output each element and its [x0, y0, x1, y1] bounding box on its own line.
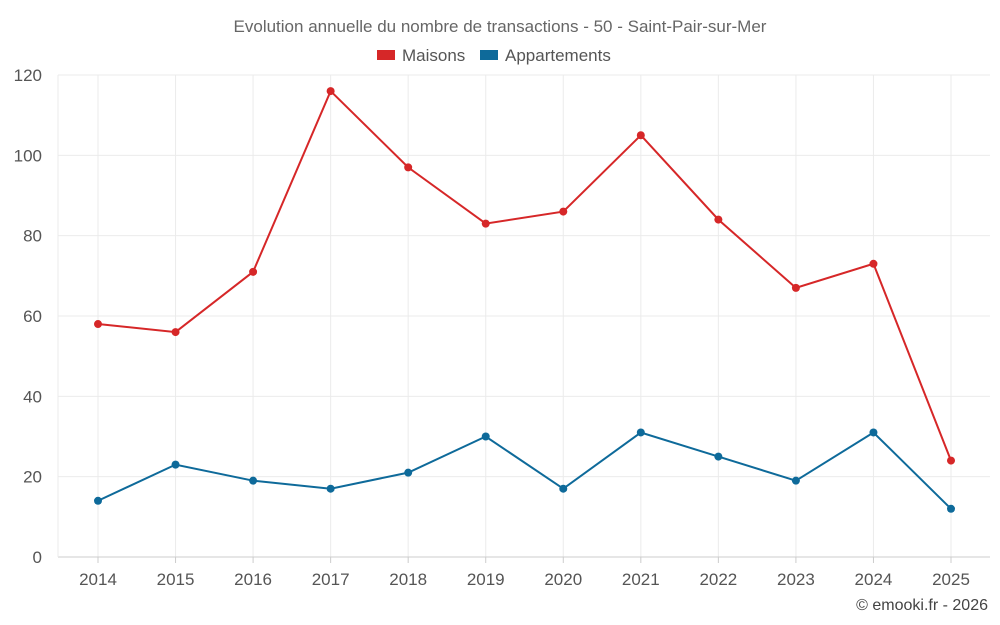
data-point-appartements-2015[interactable] [171, 460, 180, 469]
series-line-appartements [97, 431, 952, 510]
y-tick-label: 80 [23, 227, 42, 246]
data-point-maisons-2018[interactable] [404, 163, 413, 172]
data-point-appartements-2021[interactable] [636, 428, 645, 437]
data-point-appartements-2016[interactable] [249, 476, 258, 485]
x-tick-label: 2018 [389, 570, 427, 589]
x-tick-label: 2019 [467, 570, 505, 589]
data-point-appartements-2024[interactable] [869, 428, 878, 437]
legend-swatch-appartements [480, 50, 498, 60]
data-point-appartements-2014[interactable] [94, 496, 102, 505]
data-point-appartements-2022[interactable] [714, 452, 723, 461]
data-point-maisons-2025[interactable] [947, 456, 955, 465]
data-point-maisons-2019[interactable] [481, 219, 490, 228]
legend: Maisons Appartements [377, 46, 611, 65]
chart-title: Evolution annuelle du nombre de transact… [234, 17, 767, 36]
x-tick-label: 2015 [157, 570, 195, 589]
data-point-maisons-2015[interactable] [171, 328, 180, 337]
legend-swatch-maisons [377, 50, 395, 60]
axes: 0 20 40 60 80 100 120 2014 2015 2016 2017 2018 2019 2… [14, 66, 990, 589]
x-tick-label: 2022 [699, 570, 737, 589]
x-tick-label: 2020 [544, 570, 582, 589]
series [94, 87, 955, 513]
data-point-maisons-2022[interactable] [714, 215, 723, 224]
data-point-appartements-2025[interactable] [947, 504, 955, 513]
y-tick-label: 20 [23, 468, 42, 487]
data-point-appartements-2018[interactable] [404, 468, 413, 477]
y-tick-label: 0 [33, 548, 42, 567]
credit-text: © emooki.fr - 2026 [856, 597, 988, 614]
data-point-appartements-2020[interactable] [559, 484, 568, 493]
data-point-appartements-2017[interactable] [326, 484, 335, 493]
y-tick-label: 120 [14, 66, 42, 85]
y-tick-label: 40 [23, 387, 42, 406]
grid [58, 74, 990, 557]
x-tick-label: 2017 [312, 570, 350, 589]
series-line-maisons [97, 89, 952, 461]
data-point-maisons-2014[interactable] [94, 320, 102, 329]
x-tick-label: 2024 [855, 570, 893, 589]
data-point-maisons-2017[interactable] [326, 87, 335, 96]
x-tick-label: 2021 [622, 570, 660, 589]
legend-label-maisons[interactable]: Maisons [402, 46, 465, 65]
legend-label-appartements[interactable]: Appartements [505, 46, 611, 65]
data-point-maisons-2016[interactable] [249, 267, 258, 276]
x-tick-label: 2025 [932, 570, 970, 589]
data-point-maisons-2020[interactable] [559, 207, 568, 216]
data-point-maisons-2024[interactable] [869, 259, 878, 268]
y-tick-label: 60 [23, 307, 42, 326]
x-tick-label: 2016 [234, 570, 272, 589]
y-tick-label: 100 [14, 146, 42, 165]
data-point-appartements-2019[interactable] [481, 432, 490, 441]
data-point-maisons-2023[interactable] [791, 283, 800, 292]
x-tick-label: 2014 [79, 570, 117, 589]
data-point-maisons-2021[interactable] [636, 131, 645, 140]
x-tick-label: 2023 [777, 570, 815, 589]
data-point-appartements-2023[interactable] [791, 476, 800, 485]
